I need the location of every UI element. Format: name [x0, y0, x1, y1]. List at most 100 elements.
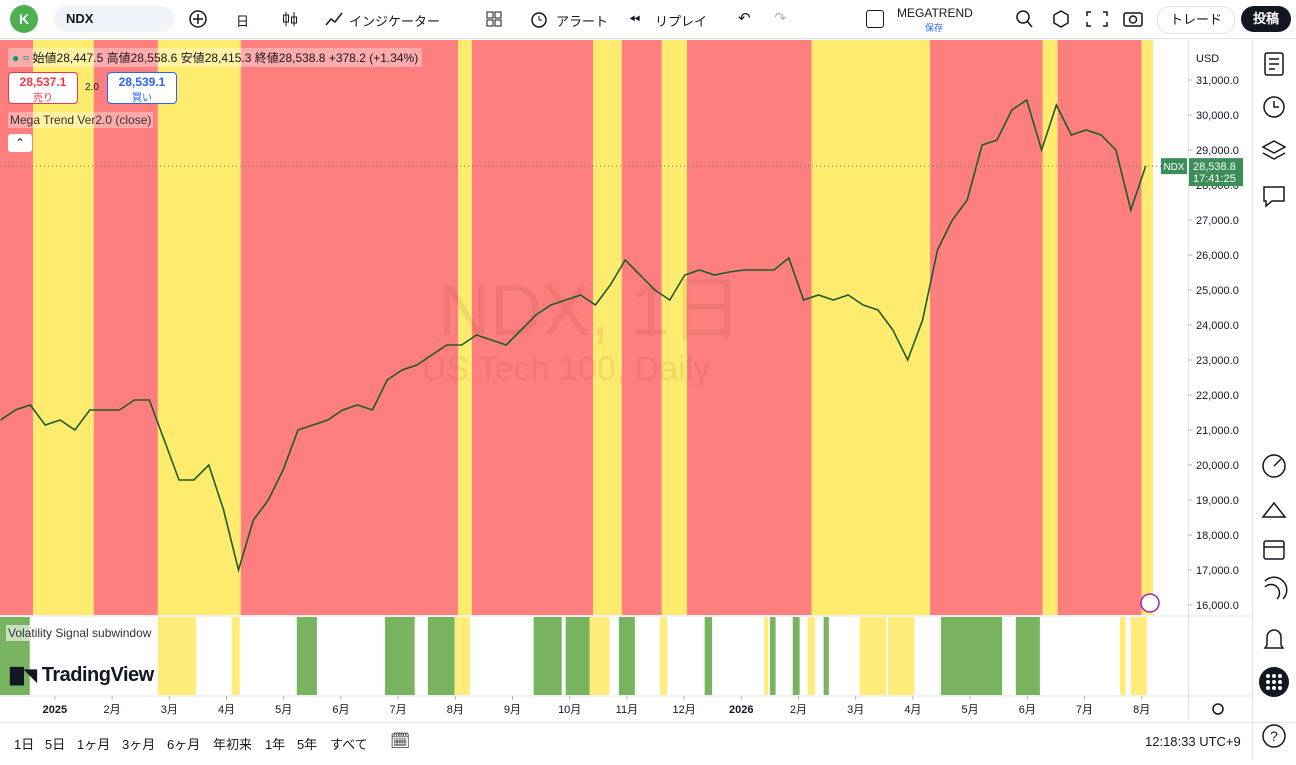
- symbol[interactable]: NDX: [66, 11, 94, 26]
- regime-band: [471, 40, 594, 615]
- subwindow-title: Volatility Signal subwindow: [6, 625, 154, 641]
- buy-price: 28,539.1: [118, 75, 166, 89]
- y-tick-label: 20,000.0: [1196, 460, 1239, 472]
- tool-icons[interactable]: [1013, 8, 1153, 30]
- x-tick-label: 12月: [672, 704, 695, 716]
- sell-button[interactable]: 28,537.1 売り: [8, 72, 78, 104]
- interval[interactable]: 日: [236, 14, 250, 29]
- right-sidebar: ?: [1252, 39, 1296, 760]
- y-tick-label: 25,000.0: [1196, 285, 1239, 297]
- price-line: [0, 98, 1147, 574]
- add-symbol-icon[interactable]: [188, 9, 208, 29]
- regime-band: [686, 40, 812, 615]
- last-symbol-box: [1161, 158, 1187, 175]
- buy-label: 買い: [132, 93, 152, 104]
- y-tick-label: 31,000.0: [1196, 75, 1239, 87]
- x-tick-label: 11月: [616, 704, 638, 716]
- publish-button[interactable]: 投稿: [1241, 6, 1291, 32]
- signal-band: [589, 617, 610, 695]
- alert-button[interactable]: アラート: [556, 14, 609, 29]
- avatar[interactable]: K: [10, 5, 38, 33]
- high-value: 28,558.6: [130, 51, 178, 65]
- redo[interactable]: ↷: [774, 10, 787, 27]
- signal-band: [565, 617, 590, 695]
- layout-name[interactable]: MEGATREND: [897, 6, 973, 20]
- x-tick-label: 2月: [790, 704, 807, 716]
- signal-band: [1119, 617, 1126, 695]
- collapse-button[interactable]: ⌃: [8, 134, 32, 152]
- ohlc-legend: ● ≈ 始値28,447.5 高値28,558.6 安値28,415.3 終値2…: [8, 48, 423, 67]
- open-label: 始値: [32, 51, 57, 65]
- signal-band: [157, 617, 197, 695]
- range-button[interactable]: 1ヶ月: [77, 737, 111, 752]
- signal-band: [1015, 617, 1040, 695]
- range-button[interactable]: すべて: [330, 737, 368, 752]
- clock: 12:18:33 UTC+9: [1145, 734, 1241, 749]
- logo-text: TradingView: [41, 664, 154, 686]
- logo-mark: ▇◥: [10, 665, 37, 685]
- range-button[interactable]: 1年: [265, 737, 286, 752]
- trade-button[interactable]: トレード: [1157, 6, 1235, 34]
- range-button[interactable]: 5日: [45, 737, 66, 752]
- high-label: 高値: [106, 51, 131, 65]
- x-tick-label: 7月: [1076, 704, 1093, 716]
- x-tick-label: 3月: [847, 704, 864, 716]
- signal-band: [940, 617, 1003, 695]
- replay-button[interactable]: リプレイ: [655, 14, 708, 29]
- x-tick-label: 5月: [275, 704, 292, 716]
- alert-icon[interactable]: [529, 9, 549, 29]
- range-button[interactable]: 1日: [14, 737, 35, 752]
- regime-band: [811, 40, 931, 615]
- sell-price: 28,537.1: [19, 75, 67, 89]
- y-tick-label: 30,000.0: [1196, 110, 1239, 122]
- close-label: 終値: [254, 51, 279, 65]
- signal-band: [296, 617, 317, 695]
- y-tick-label: 24,000.0: [1196, 320, 1239, 332]
- goto-date-icon[interactable]: 🗓︎: [390, 733, 411, 750]
- regime-band: [1042, 40, 1058, 615]
- signal-band: [887, 617, 915, 695]
- range-button[interactable]: 5年: [297, 737, 318, 752]
- range-button[interactable]: 3ヶ月: [122, 737, 156, 752]
- low-label: 安値: [180, 51, 205, 65]
- y-tick-label: 22,000.0: [1196, 390, 1239, 402]
- symbol-search[interactable]: [54, 6, 174, 32]
- bottom-toolbar: 1日 5日 1ヶ月 3ヶ月 6ヶ月 年初来 1年 5年 すべて 🗓︎ 12:18:33 UTC+9: [0, 722, 1296, 761]
- x-tick-label: 9月: [504, 704, 521, 716]
- range-button[interactable]: 年初来: [213, 737, 253, 752]
- signal-band: [859, 617, 886, 695]
- y-tick-label: 21,000.0: [1196, 425, 1239, 437]
- signal-band: [660, 617, 667, 695]
- settings-icon: [1212, 703, 1224, 715]
- signal-band: [384, 617, 415, 695]
- buy-button[interactable]: 28,539.1 買い: [107, 72, 177, 104]
- signal-band: [618, 617, 635, 695]
- sidebar-icons[interactable]: ?: [1253, 39, 1296, 760]
- undo[interactable]: ↶: [738, 10, 751, 27]
- templates-icon[interactable]: [484, 9, 504, 29]
- x-tick-label: 6月: [1019, 704, 1036, 716]
- x-tick-label: 2025: [43, 704, 67, 716]
- chart-type-icon[interactable]: [280, 9, 300, 29]
- x-tick-label: 8月: [447, 704, 464, 716]
- status-dot: ● ≈: [12, 51, 30, 65]
- indicator-name: Mega Trend Ver2.0 (close): [8, 112, 154, 128]
- layout-icon[interactable]: [866, 10, 884, 28]
- y-tick-label: 29,000.0: [1196, 145, 1239, 157]
- regime-band: [593, 40, 622, 615]
- signal-band: [231, 617, 240, 695]
- top-toolbar: K NDX 日 インジケーター アラート リプレイ ⏪︎ ↶ ↷ MEGATRE…: [0, 0, 1296, 39]
- watermark-title: NDX, 1日: [438, 271, 742, 351]
- y-tick-label: 19,000.0: [1196, 495, 1239, 507]
- indicators-button[interactable]: インジケーター: [349, 14, 441, 29]
- signal-band: [807, 617, 816, 695]
- low-value: 28,415.3: [204, 51, 252, 65]
- x-tick-label: 10月: [558, 704, 581, 716]
- regime-band: [661, 40, 687, 615]
- regime-band: [93, 40, 158, 615]
- range-button[interactable]: 6ヶ月: [167, 737, 201, 752]
- indicator-icon[interactable]: [324, 9, 344, 29]
- signal-band: [533, 617, 562, 695]
